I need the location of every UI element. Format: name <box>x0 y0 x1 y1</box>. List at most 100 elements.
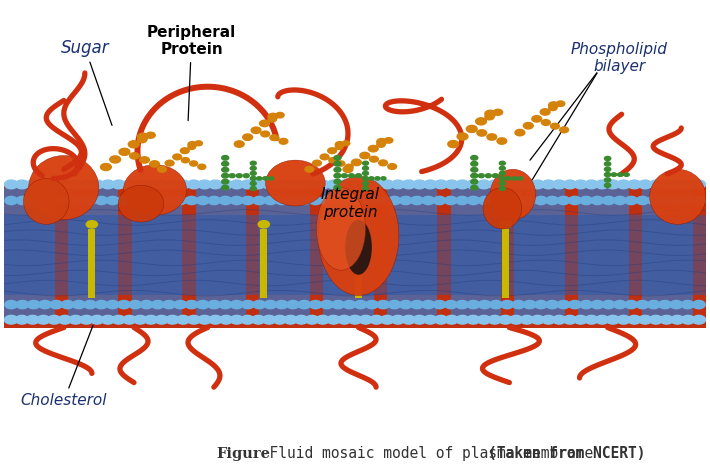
Circle shape <box>574 315 587 324</box>
Circle shape <box>130 153 139 159</box>
Circle shape <box>208 300 220 309</box>
Circle shape <box>613 300 626 309</box>
Circle shape <box>518 177 523 180</box>
Circle shape <box>261 131 270 137</box>
Circle shape <box>155 315 168 324</box>
Circle shape <box>263 177 268 180</box>
Circle shape <box>110 156 121 163</box>
Circle shape <box>138 137 147 143</box>
Circle shape <box>349 180 361 189</box>
Ellipse shape <box>650 169 706 224</box>
Circle shape <box>222 179 229 184</box>
Circle shape <box>305 166 314 172</box>
Circle shape <box>471 173 478 178</box>
Circle shape <box>5 196 18 205</box>
Circle shape <box>140 157 149 163</box>
Circle shape <box>208 196 220 205</box>
Circle shape <box>118 196 130 205</box>
Circle shape <box>591 196 604 205</box>
Circle shape <box>488 180 501 189</box>
Circle shape <box>251 187 256 191</box>
Circle shape <box>681 300 694 309</box>
Circle shape <box>195 141 202 146</box>
Text: Sugar: Sugar <box>60 39 112 125</box>
Circle shape <box>305 180 319 189</box>
Circle shape <box>649 315 662 324</box>
Circle shape <box>129 300 141 309</box>
Ellipse shape <box>317 188 366 270</box>
Circle shape <box>549 102 559 108</box>
Circle shape <box>343 300 356 309</box>
Circle shape <box>61 196 74 205</box>
Circle shape <box>353 220 364 228</box>
Circle shape <box>471 156 478 160</box>
FancyBboxPatch shape <box>706 188 710 323</box>
Circle shape <box>349 315 361 324</box>
Circle shape <box>499 166 506 170</box>
Circle shape <box>360 152 370 159</box>
Circle shape <box>197 300 209 309</box>
Circle shape <box>682 180 695 189</box>
Circle shape <box>497 138 507 144</box>
Circle shape <box>26 180 39 189</box>
Circle shape <box>501 196 513 205</box>
Circle shape <box>275 196 288 205</box>
Circle shape <box>243 134 253 141</box>
Circle shape <box>499 161 506 165</box>
Text: Cholesterol: Cholesterol <box>21 325 107 409</box>
Circle shape <box>264 196 277 205</box>
Circle shape <box>219 300 231 309</box>
Circle shape <box>295 315 308 324</box>
Circle shape <box>385 138 393 143</box>
Circle shape <box>320 300 333 309</box>
Circle shape <box>563 315 577 324</box>
Circle shape <box>435 315 447 324</box>
Circle shape <box>268 117 276 122</box>
Circle shape <box>244 174 249 177</box>
Circle shape <box>48 180 61 189</box>
Circle shape <box>499 182 506 185</box>
Circle shape <box>388 300 400 309</box>
Circle shape <box>659 196 672 205</box>
Circle shape <box>444 196 457 205</box>
Circle shape <box>611 173 616 177</box>
Circle shape <box>617 315 630 324</box>
Circle shape <box>370 180 383 189</box>
Circle shape <box>613 196 626 205</box>
Circle shape <box>557 101 564 106</box>
Circle shape <box>456 300 469 309</box>
Circle shape <box>413 180 426 189</box>
Circle shape <box>492 174 498 177</box>
Circle shape <box>466 126 477 133</box>
Circle shape <box>80 315 93 324</box>
Ellipse shape <box>345 220 372 275</box>
Circle shape <box>369 177 374 180</box>
Circle shape <box>682 315 695 324</box>
Circle shape <box>467 196 480 205</box>
Circle shape <box>230 196 243 205</box>
Circle shape <box>15 315 28 324</box>
Circle shape <box>381 315 394 324</box>
Circle shape <box>165 160 174 166</box>
Circle shape <box>263 180 275 189</box>
Circle shape <box>512 196 525 205</box>
Circle shape <box>456 180 469 189</box>
Circle shape <box>222 185 229 190</box>
Circle shape <box>410 300 423 309</box>
Circle shape <box>209 180 222 189</box>
Circle shape <box>251 182 256 185</box>
Circle shape <box>144 315 158 324</box>
Circle shape <box>253 300 266 309</box>
Circle shape <box>230 180 244 189</box>
Circle shape <box>523 122 533 129</box>
Circle shape <box>268 177 273 180</box>
Circle shape <box>4 315 18 324</box>
Circle shape <box>400 196 412 205</box>
Circle shape <box>241 196 254 205</box>
Circle shape <box>368 145 378 152</box>
Circle shape <box>466 180 480 189</box>
Circle shape <box>273 180 286 189</box>
Circle shape <box>520 180 534 189</box>
Circle shape <box>424 315 437 324</box>
Circle shape <box>16 196 29 205</box>
